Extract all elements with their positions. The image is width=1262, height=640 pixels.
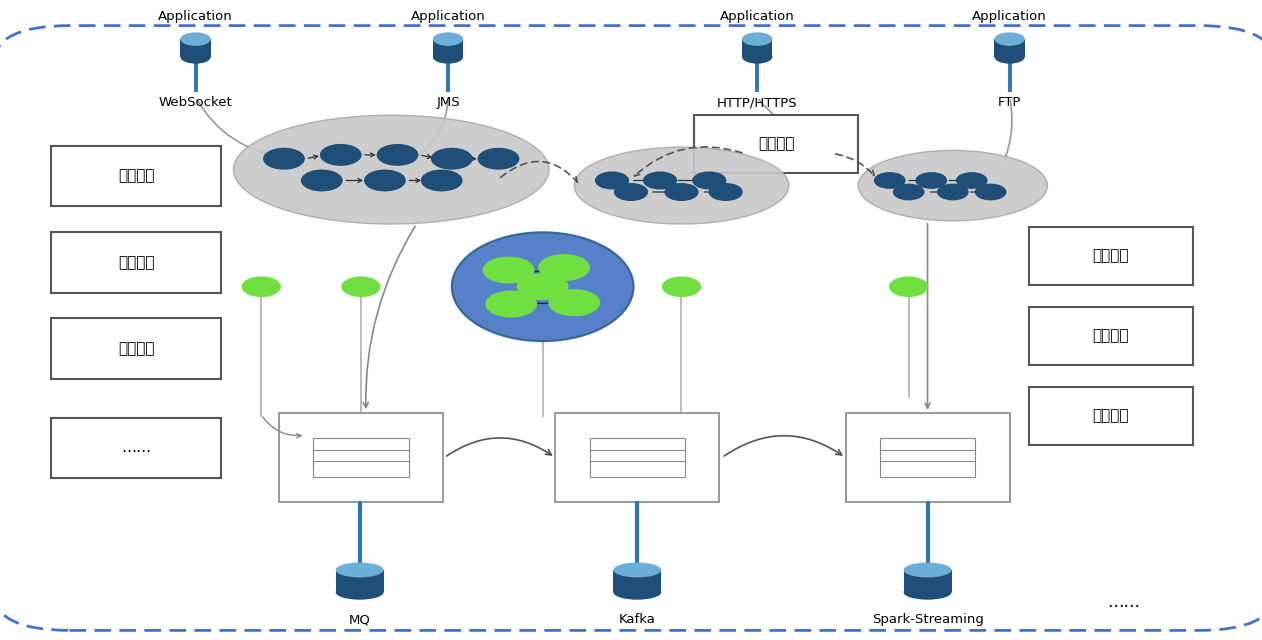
Text: HTTP/HTTPS: HTTP/HTTPS: [717, 96, 798, 109]
Text: 协议转换: 协议转换: [119, 341, 154, 356]
Ellipse shape: [180, 50, 211, 63]
FancyBboxPatch shape: [313, 461, 409, 477]
Circle shape: [976, 184, 1006, 200]
Ellipse shape: [904, 585, 952, 600]
FancyBboxPatch shape: [0, 26, 1262, 630]
FancyBboxPatch shape: [1029, 307, 1193, 365]
Bar: [904, 570, 952, 592]
Circle shape: [875, 173, 905, 188]
Ellipse shape: [180, 33, 211, 46]
Ellipse shape: [994, 50, 1025, 63]
Bar: [994, 39, 1025, 57]
Bar: [336, 570, 384, 592]
Ellipse shape: [742, 33, 772, 46]
Text: ……: ……: [121, 440, 151, 456]
FancyBboxPatch shape: [1029, 387, 1193, 445]
FancyBboxPatch shape: [50, 232, 222, 293]
FancyBboxPatch shape: [313, 449, 409, 466]
FancyBboxPatch shape: [555, 413, 719, 502]
Text: Application: Application: [410, 10, 486, 22]
Text: 消息机制: 消息机制: [1093, 248, 1128, 264]
Circle shape: [663, 277, 700, 296]
FancyBboxPatch shape: [50, 417, 222, 479]
FancyBboxPatch shape: [279, 413, 443, 502]
Circle shape: [377, 145, 418, 165]
Circle shape: [596, 172, 628, 189]
Bar: [180, 39, 211, 57]
Circle shape: [486, 291, 536, 317]
Circle shape: [957, 173, 987, 188]
Text: Kafka: Kafka: [618, 613, 656, 626]
Circle shape: [483, 257, 534, 283]
Circle shape: [422, 170, 462, 191]
Text: 服务注册: 服务注册: [1093, 328, 1128, 344]
FancyBboxPatch shape: [589, 461, 685, 477]
Text: Application: Application: [719, 10, 795, 22]
Ellipse shape: [336, 563, 384, 577]
FancyBboxPatch shape: [880, 461, 976, 477]
Text: 消息路由: 消息路由: [119, 168, 154, 184]
Ellipse shape: [433, 50, 463, 63]
FancyBboxPatch shape: [50, 146, 222, 206]
Ellipse shape: [613, 585, 661, 600]
FancyBboxPatch shape: [694, 115, 858, 173]
Ellipse shape: [336, 585, 384, 600]
FancyBboxPatch shape: [846, 413, 1010, 502]
Circle shape: [432, 148, 472, 169]
Circle shape: [693, 172, 726, 189]
FancyBboxPatch shape: [880, 449, 976, 466]
Text: ……: ……: [1107, 593, 1140, 611]
Circle shape: [517, 274, 568, 300]
Text: 服务编排: 服务编排: [758, 136, 794, 152]
Bar: [613, 570, 661, 592]
Circle shape: [478, 148, 519, 169]
Text: 消息转换: 消息转换: [119, 255, 154, 270]
FancyBboxPatch shape: [313, 438, 409, 454]
Circle shape: [893, 184, 924, 200]
Circle shape: [709, 184, 742, 200]
Circle shape: [665, 184, 698, 200]
Ellipse shape: [613, 563, 661, 577]
Ellipse shape: [233, 115, 549, 224]
Ellipse shape: [452, 232, 634, 341]
Text: JMS: JMS: [437, 96, 459, 109]
Bar: [742, 39, 772, 57]
Circle shape: [549, 290, 599, 316]
Ellipse shape: [742, 50, 772, 63]
Ellipse shape: [904, 563, 952, 577]
Circle shape: [321, 145, 361, 165]
FancyBboxPatch shape: [589, 438, 685, 454]
Text: MQ: MQ: [348, 613, 371, 626]
FancyBboxPatch shape: [1029, 227, 1193, 285]
Circle shape: [365, 170, 405, 191]
Text: Application: Application: [972, 10, 1047, 22]
Circle shape: [916, 173, 946, 188]
Text: 服务查找: 服务查找: [1093, 408, 1128, 424]
Circle shape: [615, 184, 647, 200]
Text: FTP: FTP: [998, 96, 1021, 109]
Text: WebSocket: WebSocket: [159, 96, 232, 109]
Circle shape: [342, 277, 380, 296]
Circle shape: [302, 170, 342, 191]
Ellipse shape: [858, 150, 1047, 221]
Circle shape: [890, 277, 928, 296]
Text: Application: Application: [158, 10, 233, 22]
Ellipse shape: [574, 147, 789, 224]
Circle shape: [539, 255, 589, 280]
Ellipse shape: [433, 33, 463, 46]
Circle shape: [242, 277, 280, 296]
Ellipse shape: [994, 33, 1025, 46]
FancyBboxPatch shape: [50, 318, 222, 379]
Circle shape: [644, 172, 676, 189]
FancyBboxPatch shape: [880, 438, 976, 454]
Text: Spark-Streaming: Spark-Streaming: [872, 613, 983, 626]
Circle shape: [938, 184, 968, 200]
Bar: [433, 39, 463, 57]
FancyBboxPatch shape: [589, 449, 685, 466]
Circle shape: [264, 148, 304, 169]
